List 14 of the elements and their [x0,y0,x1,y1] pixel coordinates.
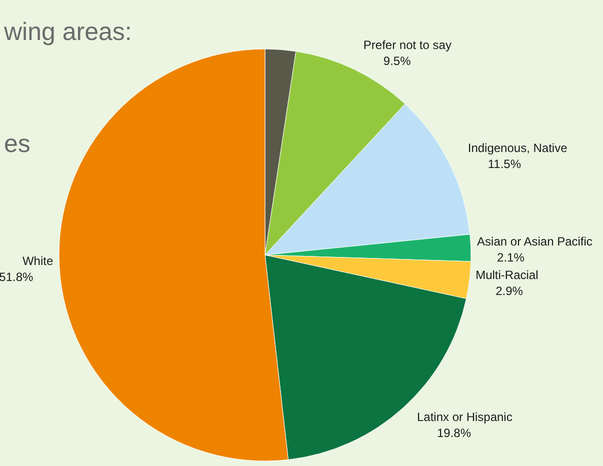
data-label: 19.8% [436,426,472,440]
slice-label: Indigenous, Native [468,141,568,156]
data-label: 2.9% [496,284,524,298]
slice-label: White [22,254,54,268]
text: wing areas: [3,18,132,46]
slice-label: Multi-Racial [476,268,538,282]
data-label: 11.5% [488,157,522,172]
slice-label: Latinx or Hispanic [416,410,512,424]
text: es [4,130,30,158]
data-label: 9.5% [383,54,412,68]
slice-label: Asian or Asian Pacific [477,234,592,249]
data-label: 2.1% [497,250,525,265]
data-label: 51.8% [0,270,34,284]
slice-label: Prefer not to say [363,38,452,52]
